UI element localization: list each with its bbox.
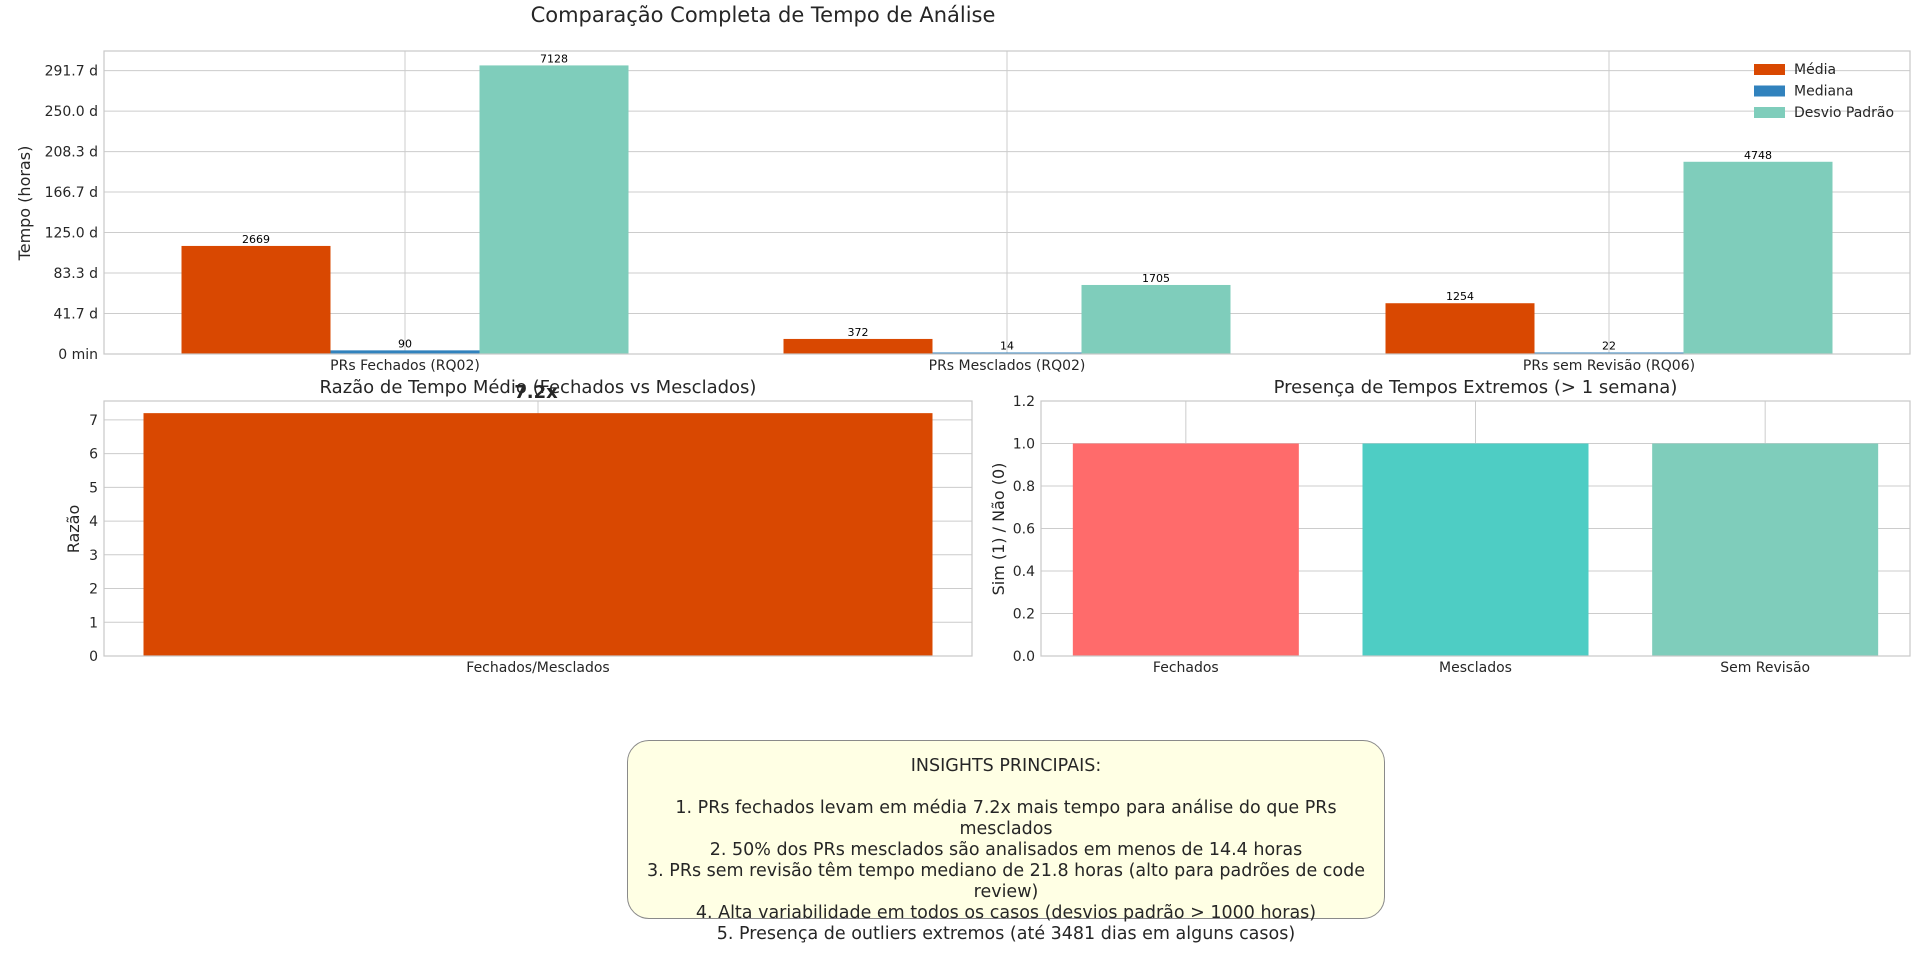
y-tick-label: 83.3 d: [53, 266, 98, 282]
data-label: 22: [1602, 340, 1616, 353]
bar-mediana: [1534, 352, 1684, 354]
insight-line-1: 1. PRs fechados levam em média 7.2x mais…: [675, 798, 1337, 839]
legend-swatch: [1754, 64, 1785, 75]
data-label: 7.2x: [514, 382, 558, 403]
data-label: 1254: [1446, 290, 1474, 303]
y-axis-label: Tempo (horas): [15, 146, 34, 262]
legend-swatch: [1754, 85, 1785, 97]
data-label: 7128: [540, 52, 568, 65]
y-tick-label: 0: [89, 649, 98, 665]
legend-label: Desvio Padrão: [1794, 105, 1894, 121]
data-label: 14: [1000, 340, 1014, 353]
insights-box: INSIGHTS PRINCIPAIS: 1. PRs fechados lev…: [627, 740, 1385, 944]
data-label: 372: [848, 326, 869, 339]
x-tick-label: Fechados: [1153, 660, 1219, 676]
bar-média: [783, 338, 933, 354]
y-tick-label: 291.7 d: [45, 64, 98, 80]
plot-frame: [103, 50, 1911, 355]
bar-média: [1385, 303, 1535, 354]
legend-label: Média: [1794, 62, 1836, 78]
y-tick-label: 0.4: [1013, 564, 1035, 580]
y-tick-label: 1.0: [1013, 437, 1035, 453]
bar-mediana: [932, 352, 1082, 354]
legend-label: Mediana: [1794, 84, 1854, 100]
y-tick-label: 0.6: [1013, 522, 1035, 538]
bar-mediana: [330, 350, 480, 354]
y-tick-label: 5: [89, 480, 98, 496]
insight-line-2: 2. 50% dos PRs mesclados são analisados …: [709, 840, 1303, 860]
bar-desvio-padrão: [1683, 161, 1833, 354]
y-axis-label: Razão: [64, 505, 83, 554]
y-tick-label: 250.0 d: [45, 104, 98, 120]
y-tick-label: 3: [89, 548, 98, 564]
bar-sem-revisão: [1652, 443, 1879, 656]
x-tick-label: Sem Revisão: [1720, 660, 1810, 676]
bar-média: [181, 245, 331, 354]
chart-title: Razão de Tempo Médio (Fechados vs Mescla…: [320, 377, 757, 398]
insights-title: INSIGHTS PRINCIPAIS:: [910, 756, 1102, 776]
x-tick-label: PRs sem Revisão (RQ06): [1523, 358, 1695, 374]
x-tick-label: Fechados/Mesclados: [466, 660, 609, 676]
bar-fechados: [1072, 443, 1299, 656]
insight-line-3: 3. PRs sem revisão têm tempo mediano de …: [647, 861, 1365, 902]
bar-mesclados: [1362, 443, 1589, 656]
y-tick-label: 41.7 d: [53, 307, 98, 323]
chart-extreme-times: 0.0 0.2 0.4 0.6 0.8 1.0 1.2 Fechados Mesclados Se…: [989, 377, 1911, 676]
data-label: 2669: [242, 233, 270, 246]
y-tick-label: 0.0: [1013, 649, 1035, 665]
y-tick-label: 208.3 d: [45, 145, 98, 161]
y-tick-label: 166.7 d: [45, 185, 98, 201]
data-label: 1705: [1142, 272, 1170, 285]
y-tick-label: 0.8: [1013, 479, 1035, 495]
plot-frame: [103, 400, 973, 657]
bar-ratio: [143, 413, 933, 656]
bar-desvio-padrão: [479, 65, 629, 354]
y-tick-label: 1: [89, 615, 98, 631]
y-tick-label: 6: [89, 447, 98, 463]
insight-line-5: 5. Presença de outliers extremos (até 34…: [716, 924, 1296, 944]
y-tick-label: 0 min: [58, 347, 98, 363]
legend-swatch: [1754, 107, 1785, 118]
insight-line-4: 4. Alta variabilidade em todos os casos …: [695, 903, 1317, 923]
y-tick-label: 1.2: [1013, 394, 1035, 410]
plot-frame: [1040, 400, 1911, 657]
chart-time-comparison: 0 min 41.7 d 83.3 d 125.0 d 166.7 d 208.3 d 25…: [15, 50, 1911, 374]
y-tick-label: 7: [89, 413, 98, 429]
x-tick-label: PRs Fechados (RQ02): [330, 358, 480, 374]
y-axis-label: Sim (1) / Não (0): [989, 463, 1008, 596]
y-tick-label: 125.0 d: [45, 226, 98, 242]
chart-title: Presença de Tempos Extremos (> 1 semana): [1274, 377, 1678, 398]
bar-desvio-padrão: [1081, 284, 1231, 354]
y-tick-label: 2: [89, 582, 98, 598]
y-tick-label: 4: [89, 514, 98, 530]
y-tick-label: 0.2: [1013, 607, 1035, 623]
figure-title: Comparação Completa de Tempo de Análise: [531, 3, 996, 27]
chart-ratio: 0 1 2 3 4 5 6 7 7.2x Fechados/Mesclados Razão de T…: [64, 377, 973, 676]
data-label: 90: [398, 337, 412, 350]
data-label: 4748: [1744, 149, 1772, 162]
x-tick-label: PRs Mesclados (RQ02): [929, 358, 1086, 374]
x-tick-label: Mesclados: [1439, 660, 1512, 676]
